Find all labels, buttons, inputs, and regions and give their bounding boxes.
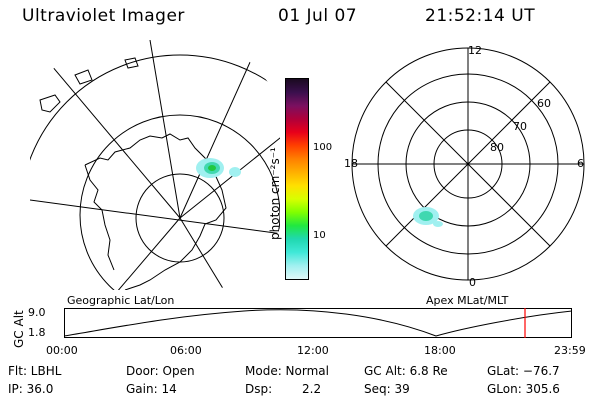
dsp-label: Dsp:	[245, 382, 273, 396]
mlt-label-right: 6	[577, 157, 584, 170]
instrument-title: Ultraviolet Imager	[22, 6, 185, 26]
gain-info: Gain: 14	[126, 382, 177, 396]
meridian-line	[149, 40, 181, 219]
time-tick-1800: 18:00	[424, 344, 456, 357]
gc-alt-info: GC Alt: 6.8 Re	[364, 364, 448, 378]
glat-info: GLat: −76.7	[487, 364, 560, 378]
mlt-label-top: 12	[468, 44, 482, 57]
lat-label-70: 70	[513, 120, 527, 133]
colorbar	[285, 78, 309, 280]
dsp-value: 2.2	[302, 382, 322, 396]
latitude-circle-outer	[30, 54, 280, 290]
mlt-label-left: 18	[344, 157, 358, 170]
apex-polar-plot	[351, 47, 585, 281]
ip-info: IP: 36.0	[8, 382, 54, 396]
coastline	[84, 164, 115, 271]
mode-info: Mode: Normal	[245, 364, 329, 378]
time-tick-1200: 12:00	[297, 344, 329, 357]
meridian-line	[30, 199, 280, 236]
geographic-map	[30, 40, 280, 290]
meridian-line	[179, 217, 231, 290]
image-time: 21:52:14 UT	[425, 6, 536, 26]
glon-info: GLon: 305.6	[487, 382, 560, 396]
colorbar-unit-label: photon cm⁻²s⁻¹	[268, 147, 282, 240]
coastline	[124, 57, 139, 69]
door-info: Door: Open	[126, 364, 195, 378]
meridian-line	[109, 217, 181, 290]
colorbar-tick-10: 10	[313, 230, 326, 241]
aurora-spot	[413, 207, 443, 227]
lat-label-80: 80	[490, 141, 504, 154]
colorbar-tick-100: 100	[313, 142, 333, 153]
coastline	[39, 94, 61, 113]
apex-map-label: Apex MLat/MLT	[426, 294, 509, 307]
aurora-patch	[196, 158, 241, 178]
seq-info: Seq: 39	[364, 382, 410, 396]
lat-label-60: 60	[537, 97, 551, 110]
latitude-circle-mid	[79, 114, 280, 290]
meridian-line	[179, 40, 261, 219]
altitude-curve	[64, 309, 572, 337]
coastline	[84, 133, 227, 290]
mlt-line-diagonal	[385, 81, 551, 247]
mlt-label-bottom: 0	[469, 276, 476, 289]
time-tick-0000: 00:00	[46, 344, 78, 357]
altitude-axis-label: GC Alt	[12, 310, 26, 348]
geo-map-label: Geographic Lat/Lon	[67, 294, 175, 307]
filter-info: Flt: LBHL	[8, 364, 62, 378]
coastline	[74, 69, 93, 85]
time-tick-0600: 06:00	[170, 344, 202, 357]
time-tick-2359: 23:59	[554, 344, 586, 357]
altitude-min-tick: 1.8	[28, 326, 46, 339]
image-date: 01 Jul 07	[278, 6, 358, 26]
meridian-line	[30, 40, 181, 219]
altitude-plot	[64, 308, 572, 338]
altitude-max-tick: 9.0	[28, 306, 46, 319]
